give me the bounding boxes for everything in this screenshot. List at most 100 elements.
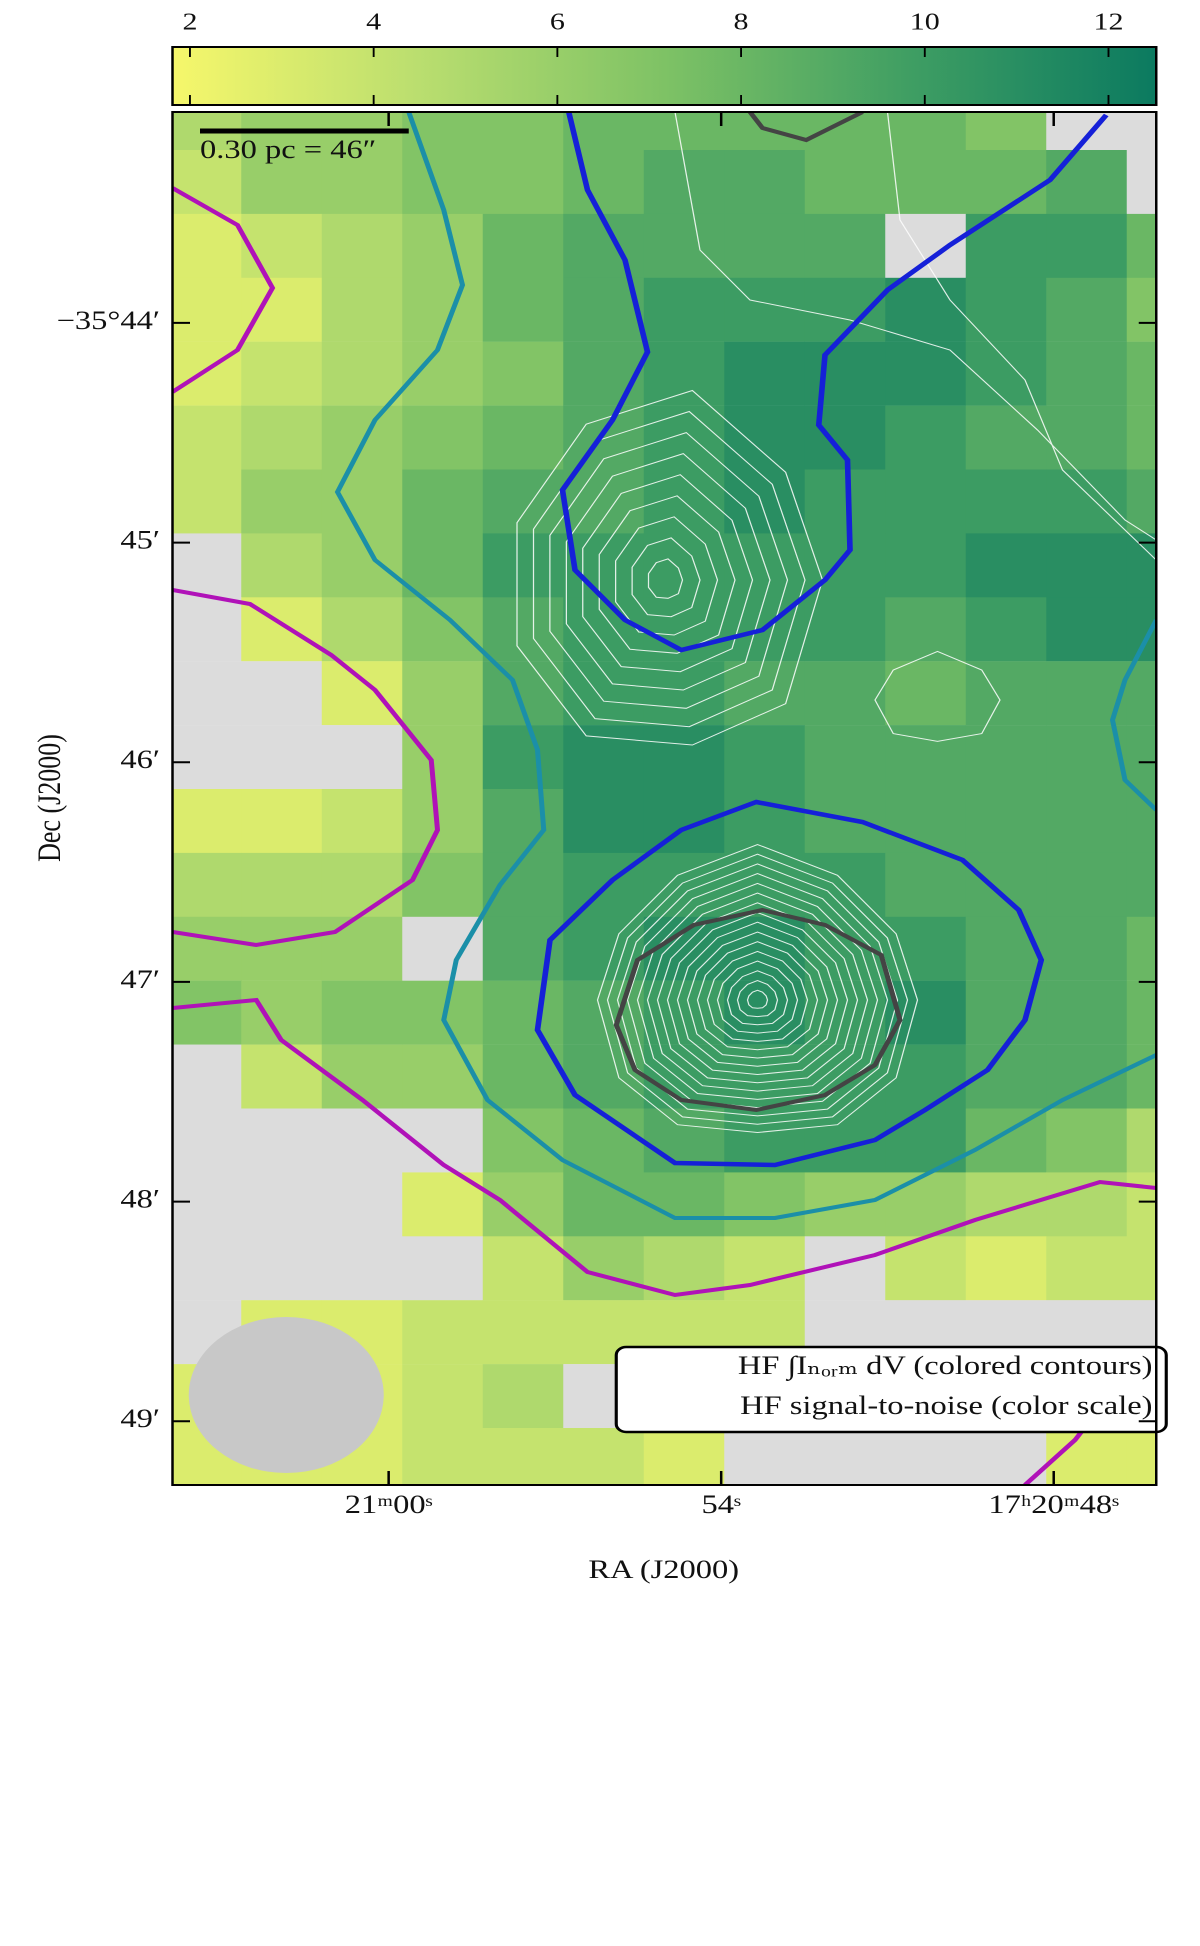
cell (482, 1172, 564, 1237)
cell (172, 469, 242, 534)
white-contour (565, 453, 771, 691)
cell (965, 341, 1047, 406)
cell (643, 789, 725, 854)
cell (1046, 1236, 1127, 1301)
blank-cell (241, 1108, 322, 1173)
blank-cell (1126, 150, 1157, 215)
cell (241, 533, 322, 598)
blank-cell (885, 213, 966, 278)
cell (402, 405, 483, 470)
blue-contours (534, 112, 1109, 1168)
white-contour (746, 989, 769, 1009)
blank-cell (241, 1172, 322, 1237)
blank-cell (1126, 112, 1157, 151)
cell (724, 150, 805, 215)
cell (885, 469, 966, 534)
cell (1046, 405, 1127, 470)
cell (482, 1428, 564, 1485)
cell (1126, 916, 1157, 981)
cell (1126, 341, 1157, 406)
contours (172, 112, 1157, 1485)
cell (321, 533, 403, 598)
cell (804, 1044, 886, 1109)
y-tick-label: −35°44′ (57, 307, 160, 335)
cell (804, 150, 886, 215)
legend-box (614, 1345, 1168, 1434)
grey-contours (613, 112, 903, 1113)
blank-cell (1046, 112, 1127, 151)
cell (1126, 1172, 1157, 1237)
cell (885, 725, 966, 790)
cell (965, 661, 1047, 726)
cell (402, 980, 483, 1045)
cell (402, 213, 483, 278)
blank-cell (724, 1428, 805, 1485)
blank-cell (172, 725, 242, 790)
white-contour (636, 882, 879, 1100)
cell (172, 789, 242, 854)
cell (482, 789, 564, 854)
white-contour (706, 950, 809, 1042)
cell (804, 469, 886, 534)
white-contour (606, 853, 909, 1125)
white-contour (616, 863, 899, 1117)
cell (1126, 1044, 1157, 1109)
cell (1126, 533, 1157, 598)
white-contour (582, 474, 754, 673)
blank-cell (402, 916, 483, 981)
cell (1126, 1428, 1157, 1485)
plot-frame (171, 111, 1158, 1486)
cell (804, 789, 886, 854)
cell (321, 852, 403, 917)
x-axis-label: RA (J2000) (588, 1556, 739, 1584)
cell (172, 405, 242, 470)
cell (965, 916, 1047, 981)
cell (965, 533, 1047, 598)
white-contour (886, 112, 1157, 561)
cell (241, 980, 322, 1045)
colorbar-tick-label: 10 (910, 8, 940, 35)
colorbar-tick-label: 2 (182, 8, 197, 35)
cell (1126, 405, 1157, 470)
white-contour (646, 892, 869, 1092)
cell (1046, 980, 1127, 1045)
cell (402, 661, 483, 726)
x-tick-label: 21ᵐ00ˢ (345, 1491, 433, 1519)
cell (482, 980, 564, 1045)
cell (965, 277, 1047, 342)
cell (241, 277, 322, 342)
cell (482, 852, 564, 917)
cell (1126, 277, 1157, 342)
cell (241, 213, 322, 278)
cell (321, 405, 403, 470)
cell (965, 852, 1047, 917)
cell (885, 1044, 966, 1109)
cell (1046, 277, 1127, 342)
cell (643, 277, 725, 342)
cell (321, 916, 403, 981)
cell (172, 852, 242, 917)
cell (321, 277, 403, 342)
cell (724, 112, 805, 151)
cell (724, 341, 805, 406)
white-contour (676, 921, 839, 1067)
cell (1126, 852, 1157, 917)
cell (563, 789, 644, 854)
blank-cell (172, 1108, 242, 1173)
white-contours (516, 112, 1157, 1134)
cell (965, 1236, 1047, 1301)
cell (724, 980, 805, 1045)
white-contour (874, 650, 1001, 742)
cell (1046, 1428, 1127, 1485)
white-contour (631, 537, 701, 618)
cell (885, 1108, 966, 1173)
y-tick-label: 49′ (120, 1405, 160, 1433)
cell (482, 341, 564, 406)
cell (563, 469, 644, 534)
cell (1046, 852, 1127, 917)
cell (402, 725, 483, 790)
cell (563, 405, 644, 470)
cell (965, 112, 1047, 151)
cell (482, 213, 564, 278)
blank-cell (172, 661, 242, 726)
